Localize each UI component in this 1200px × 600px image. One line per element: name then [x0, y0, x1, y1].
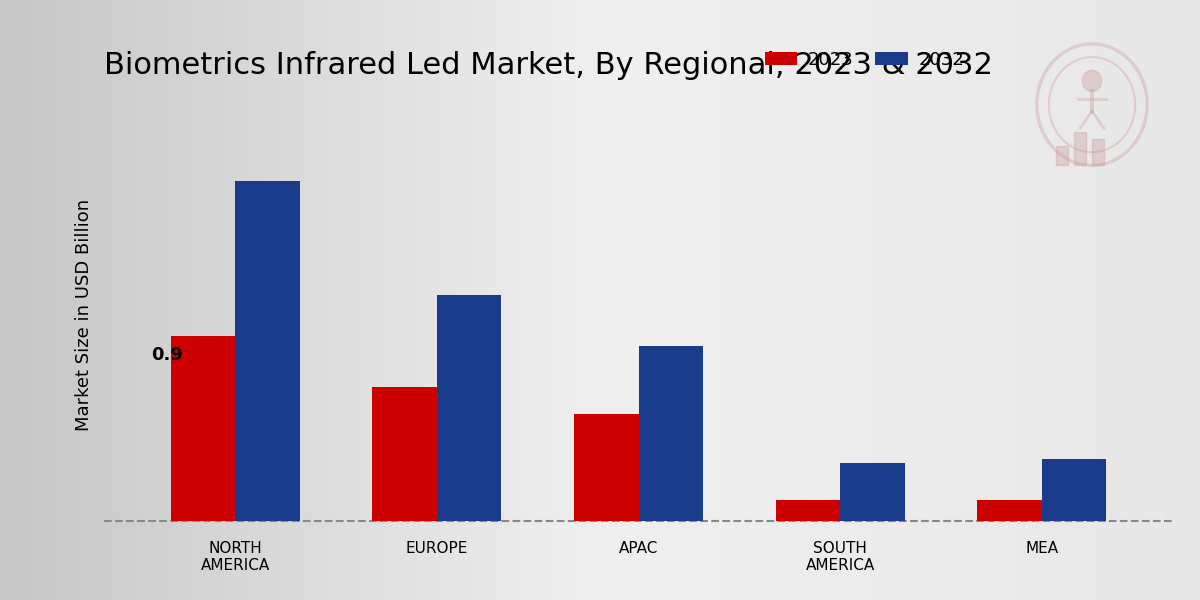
- Bar: [775, 500, 840, 521]
- Bar: [170, 335, 235, 521]
- Bar: [840, 463, 905, 521]
- Bar: [574, 414, 638, 521]
- Legend: 2023, 2032: 2023, 2032: [757, 44, 972, 76]
- Text: Biometrics Infrared Led Market, By Regional, 2023 & 2032: Biometrics Infrared Led Market, By Regio…: [104, 51, 992, 80]
- Bar: [1092, 139, 1104, 166]
- Bar: [1056, 146, 1068, 166]
- Bar: [437, 295, 502, 521]
- Bar: [638, 346, 703, 521]
- Text: 0.9: 0.9: [151, 346, 182, 364]
- Bar: [977, 500, 1042, 521]
- Bar: [235, 181, 300, 521]
- Circle shape: [1082, 70, 1102, 91]
- Bar: [372, 387, 437, 521]
- Bar: [1042, 459, 1106, 521]
- Bar: [1074, 133, 1086, 166]
- Y-axis label: Market Size in USD Billion: Market Size in USD Billion: [74, 199, 94, 431]
